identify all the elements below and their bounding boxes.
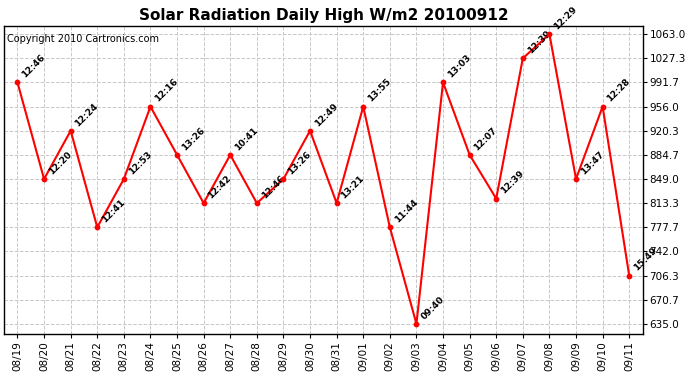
- Text: 12:49: 12:49: [313, 101, 339, 128]
- Point: [119, 176, 130, 182]
- Point: [464, 152, 475, 158]
- Text: 12:29: 12:29: [552, 4, 579, 32]
- Point: [39, 176, 50, 182]
- Text: 15:49: 15:49: [632, 246, 659, 273]
- Text: 12:42: 12:42: [206, 174, 233, 200]
- Text: 09:40: 09:40: [420, 294, 446, 321]
- Text: 13:55: 13:55: [366, 77, 393, 104]
- Point: [518, 55, 529, 61]
- Text: 12:16: 12:16: [153, 77, 180, 104]
- Text: 13:47: 13:47: [579, 150, 606, 176]
- Point: [251, 200, 262, 206]
- Point: [225, 152, 236, 158]
- Title: Solar Radiation Daily High W/m2 20100912: Solar Radiation Daily High W/m2 20100912: [139, 9, 508, 24]
- Point: [491, 196, 502, 202]
- Point: [571, 176, 582, 182]
- Text: 13:26: 13:26: [286, 150, 313, 176]
- Point: [437, 80, 448, 86]
- Text: 11:44: 11:44: [393, 198, 420, 225]
- Point: [65, 128, 76, 134]
- Text: 12:41: 12:41: [100, 198, 127, 225]
- Text: 12:39: 12:39: [499, 169, 526, 196]
- Text: 12:39: 12:39: [526, 29, 552, 56]
- Text: 13:26: 13:26: [180, 126, 206, 152]
- Text: 13:03: 13:03: [446, 53, 473, 80]
- Point: [172, 152, 183, 158]
- Text: 10:41: 10:41: [233, 126, 259, 152]
- Point: [384, 224, 395, 230]
- Point: [544, 31, 555, 37]
- Point: [12, 80, 23, 86]
- Point: [624, 273, 635, 279]
- Point: [145, 104, 156, 110]
- Point: [198, 200, 209, 206]
- Point: [411, 321, 422, 327]
- Text: 12:53: 12:53: [127, 150, 153, 176]
- Point: [278, 176, 289, 182]
- Text: 13:21: 13:21: [339, 174, 366, 200]
- Point: [92, 224, 103, 230]
- Text: 12:46: 12:46: [20, 53, 47, 80]
- Text: 12:46: 12:46: [259, 174, 286, 200]
- Text: 12:07: 12:07: [473, 126, 499, 152]
- Point: [597, 104, 608, 110]
- Text: Copyright 2010 Cartronics.com: Copyright 2010 Cartronics.com: [8, 34, 159, 44]
- Point: [331, 200, 342, 206]
- Text: 12:24: 12:24: [73, 101, 100, 128]
- Text: 12:20: 12:20: [47, 150, 73, 176]
- Point: [357, 104, 368, 110]
- Point: [304, 128, 315, 134]
- Text: 12:28: 12:28: [605, 77, 632, 104]
